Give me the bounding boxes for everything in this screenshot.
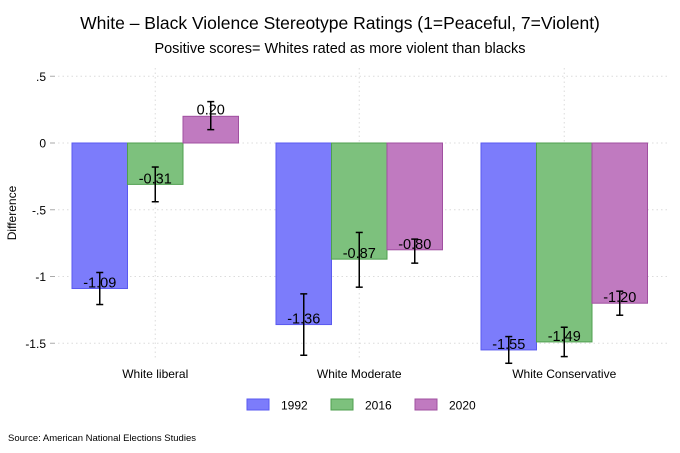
source-note: Source: American National Elections Stud… xyxy=(8,433,196,444)
y-axis-label: Difference xyxy=(5,185,19,240)
x-tick-label: White Conservative xyxy=(512,367,616,381)
bar-2020-2 xyxy=(591,142,648,304)
chart-title: White – Black Violence Stereotype Rating… xyxy=(80,13,600,33)
legend-label-2016: 2016 xyxy=(365,399,392,413)
y-axis: .5 0 -.5 -1 -1.5 xyxy=(25,70,55,351)
legend-swatch-1992 xyxy=(246,398,270,411)
bar-2016-2 xyxy=(536,142,593,343)
bar-2020-1 xyxy=(386,142,443,251)
data-label-2020-0: 0.20 xyxy=(197,102,225,118)
data-label-2020-2: -1.20 xyxy=(603,290,636,306)
data-label-2016-0: -0.31 xyxy=(139,171,172,187)
error-bars xyxy=(96,100,624,365)
y-tick-label: 0 xyxy=(39,137,46,151)
y-tick-label: .5 xyxy=(36,70,46,84)
x-axis-labels: White liberal White Moderate White Conserv… xyxy=(122,367,616,381)
data-label-2016-2: -1.49 xyxy=(548,329,581,345)
x-tick-label: White liberal xyxy=(122,367,188,381)
y-tick-label: -1.5 xyxy=(25,337,46,351)
x-tick-label: White Moderate xyxy=(317,367,402,381)
bar-1992-0 xyxy=(71,142,128,290)
chart-subtitle: Positive scores= Whites rated as more vi… xyxy=(154,41,525,57)
legend-swatch-2016 xyxy=(330,398,354,411)
y-tick-label: -.5 xyxy=(32,203,46,217)
data-label-1992-2: -1.55 xyxy=(492,337,525,353)
y-tick-label: -1 xyxy=(35,270,46,284)
data-label-1992-1: -1.36 xyxy=(287,312,320,328)
bar-1992-2 xyxy=(480,142,537,351)
data-labels: -1.09 -1.36 -1.55 -0.31 -0.87 -1.49 0.20 -0.80 -… xyxy=(83,102,636,353)
legend-label-1992: 1992 xyxy=(281,399,308,413)
legend-swatch-2020 xyxy=(414,398,438,411)
legend-label-2020: 2020 xyxy=(449,399,476,413)
legend: 1992 2016 2020 xyxy=(246,398,476,413)
data-label-2016-1: -0.87 xyxy=(343,246,376,262)
data-label-2020-1: -0.80 xyxy=(398,237,431,253)
data-label-1992-0: -1.09 xyxy=(83,276,116,292)
bars xyxy=(71,115,648,351)
